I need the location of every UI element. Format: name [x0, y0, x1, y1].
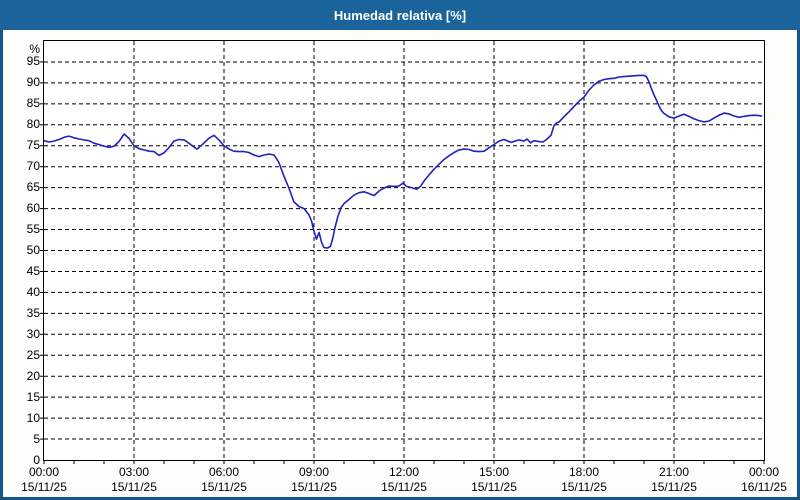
x-axis-label: 00:00 15/11/25 [4, 465, 84, 495]
x-axis-date-label: 15/11/25 [561, 480, 607, 494]
x-axis-date-label: 15/11/25 [381, 480, 427, 494]
x-axis-time-label: 15:00 [478, 465, 510, 479]
x-axis-label: 15:00 15/11/25 [454, 465, 534, 495]
y-axis-label: 30 [26, 326, 40, 341]
x-axis-time-label: 00:00 [748, 465, 780, 479]
y-axis-label: 55 [26, 222, 40, 237]
y-axis-label: 15 [26, 389, 40, 404]
y-axis-label: 25 [26, 347, 40, 362]
x-axis-date-label: 15/11/25 [21, 480, 67, 494]
x-axis-label: 06:00 15/11/25 [184, 465, 264, 495]
x-axis-label: 03:00 15/11/25 [94, 465, 174, 495]
x-axis-date-label: 15/11/25 [111, 480, 157, 494]
y-axis-label: 85 [26, 96, 40, 111]
y-axis-label: 35 [26, 305, 40, 320]
x-axis-time-label: 03:00 [118, 465, 150, 479]
y-axis-label: 0 [33, 452, 40, 467]
y-axis-label: 95 [26, 54, 40, 69]
y-axis-label: 60 [26, 201, 40, 216]
x-axis-date-label: 15/11/25 [291, 480, 337, 494]
x-axis-date-label: 15/11/25 [651, 480, 697, 494]
x-axis-label: 09:00 15/11/25 [274, 465, 354, 495]
x-axis-time-label: 18:00 [568, 465, 600, 479]
chart-title: Humedad relativa [%] [333, 7, 467, 23]
x-axis-date-label: 15/11/25 [201, 480, 247, 494]
x-axis-date-label: 15/11/25 [471, 480, 517, 494]
y-axis-label: 10 [26, 410, 40, 425]
x-axis-date-label: 16/11/25 [741, 480, 787, 494]
x-axis-time-label: 09:00 [298, 465, 330, 479]
x-axis-label: 12:00 15/11/25 [364, 465, 444, 495]
x-axis-label: 00:00 16/11/25 [724, 465, 800, 495]
x-axis-label: 21:00 15/11/25 [634, 465, 714, 495]
x-axis-time-label: 21:00 [658, 465, 690, 479]
x-axis-label: 18:00 15/11/25 [544, 465, 624, 495]
y-axis-label: 65 [26, 180, 40, 195]
title-bar: Humedad relativa [%] [0, 0, 800, 30]
humidity-line-chart [40, 41, 765, 464]
y-axis-unit-label: % [29, 42, 40, 56]
y-axis-label: 70 [26, 159, 40, 174]
x-axis-time-label: 12:00 [388, 465, 420, 479]
y-axis-label: 80 [26, 117, 40, 132]
plot-area [40, 40, 765, 464]
y-axis-label: 40 [26, 284, 40, 299]
humidity-series-line [43, 74, 763, 249]
y-axis-label: 90 [26, 75, 40, 90]
chart-panel: % 95 90 85 80 75 70 65 60 55 50 45 40 35 30 25 20 15 10 5 0… [0, 30, 800, 500]
x-axis-time-label: 06:00 [208, 465, 240, 479]
y-axis-label: 45 [26, 263, 40, 278]
y-axis-label: 20 [26, 368, 40, 383]
y-axis-label: 75 [26, 138, 40, 153]
y-axis-label: 5 [33, 431, 40, 446]
x-axis-time-label: 00:00 [28, 465, 60, 479]
y-axis-label: 50 [26, 243, 40, 257]
